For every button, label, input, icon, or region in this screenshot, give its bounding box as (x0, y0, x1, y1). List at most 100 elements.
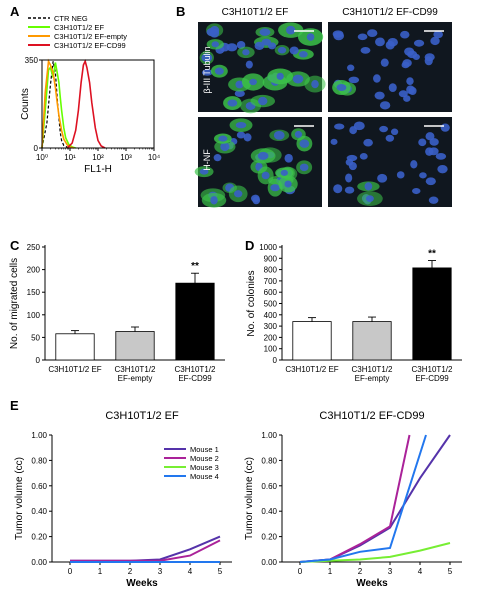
micrograph-panel: C3H10T1/2 EF C3H10T1/2 EF-CD99 β-III Tub… (194, 7, 452, 208)
micrograph-column-title-cd99: C3H10T1/2 EF-CD99 (342, 7, 438, 18)
cell-nucleus (289, 46, 299, 55)
cell-nucleus (363, 138, 373, 147)
y-tick-label: 300 (264, 322, 278, 331)
cell-nucleus (280, 169, 288, 176)
histogram-series-line (41, 61, 73, 149)
cell-nucleus (242, 49, 250, 56)
cell-nucleus (379, 125, 389, 133)
y-axis-title: Tumor volume (cc) (14, 457, 25, 540)
cell-nucleus (235, 121, 247, 129)
y-tick-label: 1.00 (31, 431, 47, 440)
histogram-series-line (66, 59, 106, 149)
cell-nucleus (398, 90, 408, 98)
x-tick-label: 4 (418, 567, 423, 576)
cell-nucleus (209, 28, 220, 38)
cell-nucleus (333, 31, 345, 41)
histogram-series-group (41, 58, 106, 149)
cell-nucleus (348, 76, 360, 84)
y-tick-label: 350 (25, 56, 39, 65)
cell-nucleus (408, 86, 417, 96)
cell-nucleus (245, 60, 253, 69)
cell-nucleus (226, 43, 238, 52)
cell-nucleus (424, 56, 433, 66)
cell-nucleus (243, 133, 252, 142)
cell-nucleus (336, 84, 347, 92)
cell-nucleus (333, 184, 343, 194)
cell-nucleus (201, 53, 213, 63)
cell-nucleus (365, 195, 374, 203)
panel-letter-c: C (10, 238, 20, 253)
cell-nucleus (257, 151, 269, 160)
legend-label: CTR NEG (54, 14, 88, 23)
cell-nucleus (213, 154, 222, 162)
legend-label: Mouse 4 (190, 472, 219, 481)
histogram-series-line (41, 62, 76, 149)
cell-nucleus (344, 186, 355, 194)
x-tick-label: 3 (388, 567, 393, 576)
cell-nucleus (330, 138, 338, 145)
cell-nucleus (214, 67, 224, 75)
legend-label: C3H10T1/2 EF-CD99 (54, 41, 126, 50)
series-line (299, 434, 411, 563)
y-axis-title: No. of migrated cells (9, 258, 20, 349)
panel-letter-b: B (176, 4, 185, 19)
x-category-label: EF-CD99 (415, 374, 449, 383)
x-category-label: EF-empty (118, 374, 153, 383)
y-tick-label: 0.20 (31, 533, 47, 542)
micrograph-tile (328, 22, 452, 112)
cell-nucleus (346, 154, 358, 162)
y-tick-label: 0.00 (31, 558, 47, 567)
cell-nucleus (249, 78, 257, 86)
y-tick-label: 100 (264, 345, 278, 354)
cell-nucleus (410, 160, 418, 169)
y-tick-label: 1000 (259, 243, 277, 252)
cell-nucleus (210, 196, 218, 205)
y-tick-label: 250 (27, 243, 41, 252)
cell-nucleus (299, 139, 310, 148)
cell-nucleus (425, 177, 436, 186)
bar (352, 321, 392, 361)
cell-nucleus (377, 173, 388, 183)
y-tick-label: 100 (27, 311, 41, 320)
histogram-axes: 10⁰ 10¹ 10² 10³ 10⁴ 0 350 FL1-H Counts (20, 56, 161, 175)
x-category-label: EF-empty (355, 374, 390, 383)
series-line (70, 535, 221, 562)
cell-nucleus (259, 28, 271, 36)
bar (175, 282, 215, 361)
x-category-label: C3H10T1/2 (115, 365, 156, 374)
cell-nucleus (387, 37, 398, 47)
cell-nucleus (273, 130, 285, 140)
cell-nucleus (367, 29, 378, 38)
y-tick-label: 200 (27, 266, 41, 275)
x-category-label: C3H10T1/2 (412, 365, 453, 374)
x-axis-title: FL1-H (84, 164, 112, 175)
y-tick-label: 900 (264, 254, 278, 263)
y-tick-label: 50 (31, 333, 40, 342)
series-line (70, 539, 221, 562)
micrograph-tiles (194, 22, 452, 208)
cell-nucleus (261, 171, 270, 180)
legend-label: C3H10T1/2 EF (54, 23, 104, 32)
cell-nucleus (292, 74, 304, 84)
x-tick-label: 10² (92, 153, 104, 162)
significance-marker: ** (428, 249, 436, 260)
x-tick-label: 2 (358, 567, 363, 576)
cell-nucleus (220, 142, 230, 152)
x-category-label: C3H10T1/2 EF (48, 365, 101, 374)
significance-marker: ** (191, 261, 199, 272)
cell-nucleus (311, 79, 319, 89)
legend-label: C3H10T1/2 EF-empty (54, 32, 127, 41)
cell-nucleus (201, 69, 213, 76)
cell-nucleus (334, 123, 345, 130)
histogram-frame (41, 59, 155, 149)
cell-nucleus (227, 99, 238, 107)
cell-nucleus (435, 152, 447, 160)
y-tick-label: 1.00 (261, 431, 277, 440)
cell-nucleus (364, 182, 373, 191)
panel-letter-e: E (10, 398, 19, 413)
x-tick-label: 10³ (120, 153, 132, 162)
cell-nucleus (374, 91, 385, 100)
y-tick-label: 0 (34, 144, 39, 153)
